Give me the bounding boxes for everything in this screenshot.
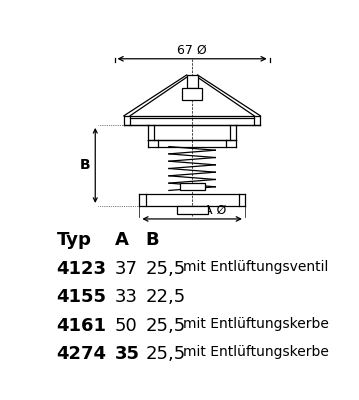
Text: 22,5: 22,5 [146, 288, 186, 306]
Text: mit Entlüftungskerbe: mit Entlüftungskerbe [183, 345, 329, 359]
Bar [187, 75, 197, 88]
Text: 25,5: 25,5 [146, 317, 186, 335]
Text: 50: 50 [115, 317, 137, 335]
Text: A Ø: A Ø [204, 204, 226, 217]
Bar [182, 88, 202, 100]
Text: B: B [146, 231, 159, 249]
Text: mit Entlüftungskerbe: mit Entlüftungskerbe [183, 317, 329, 331]
Text: 25,5: 25,5 [146, 260, 186, 278]
Text: 25,5: 25,5 [146, 345, 186, 363]
Bar [177, 206, 208, 214]
Text: 37: 37 [115, 260, 137, 278]
Bar [180, 183, 205, 190]
Text: 4274: 4274 [56, 345, 107, 363]
Text: 4155: 4155 [56, 288, 107, 306]
Text: mit Entlüftungsventil: mit Entlüftungsventil [183, 260, 328, 274]
Text: 35: 35 [115, 345, 140, 363]
Text: A: A [115, 231, 129, 249]
Text: 33: 33 [115, 288, 137, 306]
Text: Typ: Typ [56, 231, 92, 249]
Text: 4161: 4161 [56, 317, 107, 335]
Text: 4123: 4123 [56, 260, 107, 278]
Text: B: B [80, 158, 90, 172]
Text: 67 Ø: 67 Ø [177, 44, 207, 56]
